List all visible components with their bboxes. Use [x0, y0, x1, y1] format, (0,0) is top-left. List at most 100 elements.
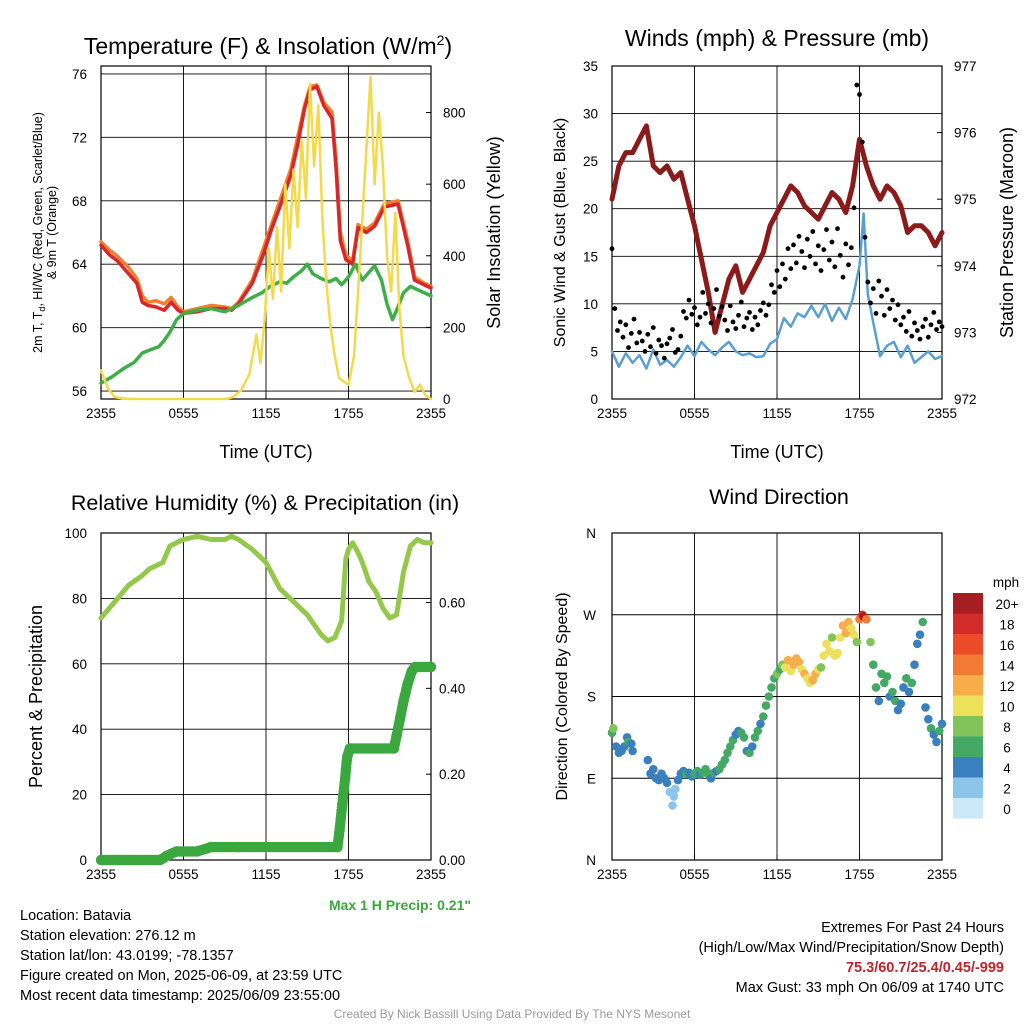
- gust-point: [678, 333, 684, 339]
- gust-point: [807, 253, 813, 259]
- gust-point: [766, 302, 772, 308]
- wdir-point: [761, 701, 771, 710]
- gust-point: [887, 306, 893, 311]
- gust-point: [870, 286, 876, 291]
- gust-point: [934, 327, 939, 332]
- gust-point: [892, 317, 898, 323]
- gust-point: [873, 311, 879, 316]
- winds-y2-tick-label: 977: [954, 59, 977, 74]
- colorbar-title: mph: [993, 575, 1019, 590]
- wdir-point: [888, 687, 897, 697]
- gust-point: [890, 297, 895, 303]
- temp-y2-tick-label: 200: [443, 320, 466, 335]
- gust-point: [840, 274, 846, 280]
- temp-y-tick-label: 76: [72, 67, 87, 82]
- gust-point: [909, 333, 915, 339]
- rh-y2-tick-label: 0.20: [439, 767, 465, 782]
- gust-point: [793, 260, 799, 266]
- temp-y2-tick-label: 0: [443, 392, 451, 407]
- gust-point: [744, 315, 750, 321]
- temp-y-tick-label: 64: [72, 257, 88, 272]
- gust-point: [661, 355, 667, 361]
- gust-point: [854, 82, 860, 88]
- temp-y-tick-label: 68: [72, 194, 87, 209]
- wdir-point: [871, 683, 881, 692]
- temp-y-label-part: , HI/WC (Red, Green, Scarlet/Blue): [31, 112, 45, 307]
- rh-y-tick-label: 80: [72, 591, 87, 606]
- rh-title: Relative Humidity (%) & Precipitation (i…: [71, 491, 459, 515]
- gust-point: [626, 345, 631, 350]
- gust-point: [747, 310, 752, 315]
- winds-y2-tick-label: 976: [954, 126, 977, 141]
- rh-annotation: Max 1 H Precip: 0.21": [329, 897, 471, 913]
- colorbar-swatch: [953, 654, 983, 675]
- winds-y2-tick-label: 973: [954, 325, 977, 340]
- wdir-point: [643, 755, 653, 765]
- temp-title-main: Temperature (F) & Insolation (W/m: [84, 33, 437, 59]
- wdir-point: [833, 648, 842, 658]
- colorbar-swatch: [953, 716, 983, 737]
- gust-point: [936, 319, 942, 325]
- gust-point: [653, 350, 659, 356]
- wdir-point: [662, 778, 672, 788]
- gust-point: [631, 316, 637, 322]
- gust-point: [708, 320, 714, 326]
- colorbar-label: 20+: [996, 597, 1019, 612]
- wdir-point: [756, 719, 765, 729]
- wdir-y-tick-label: E: [587, 771, 596, 786]
- gust-point: [796, 233, 802, 239]
- temp-title: Temperature (F) & Insolation (W/m2): [84, 32, 452, 59]
- gust-point: [857, 92, 862, 97]
- wdir-point: [907, 678, 917, 688]
- wdir-point: [932, 737, 941, 747]
- gust-point: [843, 241, 849, 247]
- wdir-x-tick-label: 0555: [679, 867, 709, 882]
- temp-y-label-line2: & 9m T (Orange): [45, 186, 59, 279]
- gust-point: [917, 336, 923, 342]
- gust-point: [846, 262, 851, 268]
- gust-point: [694, 322, 700, 328]
- temp-y-label-part: 2m T, T: [31, 311, 45, 353]
- temp-y2-tick-label: 800: [443, 106, 466, 121]
- temp-axes: 56 60 64 68 72 76 0 200 400 600 800 2355 0555 1155 175…: [72, 65, 466, 421]
- colorbar-swatch: [953, 593, 983, 614]
- gust-point: [670, 327, 675, 332]
- gust-point: [884, 287, 890, 292]
- wdir-point: [628, 746, 637, 756]
- gust-point: [824, 227, 829, 233]
- gust-point: [848, 245, 854, 251]
- wdir-point: [904, 687, 914, 697]
- gust-point: [637, 330, 642, 335]
- gust-point: [920, 324, 926, 330]
- wdir-point: [913, 639, 922, 649]
- gust-point: [769, 282, 774, 288]
- wdir-y-tick-label: W: [583, 608, 596, 623]
- wdir-point: [866, 637, 875, 647]
- wdir-point: [874, 696, 884, 706]
- wdir-point: [671, 784, 680, 794]
- wdir-point: [896, 699, 906, 709]
- temp-y-tick-label: 72: [72, 130, 87, 145]
- rh-x-tick-label: 2355: [416, 867, 446, 882]
- winds-title: Winds (mph) & Pressure (mb): [625, 25, 929, 51]
- temp-x-tick-label: 2355: [86, 406, 116, 421]
- winds-series-line: [609, 123, 945, 335]
- wdir-point: [609, 724, 618, 733]
- wdir-point: [748, 742, 757, 751]
- colorbar-label: 16: [999, 638, 1014, 653]
- gust-point: [881, 312, 887, 318]
- rh-y-tick-label: 40: [72, 722, 87, 737]
- gust-point: [906, 309, 912, 314]
- colorbar-swatch: [953, 736, 983, 757]
- gust-point: [826, 257, 832, 263]
- gust-point: [791, 242, 796, 248]
- colorbar-label: 6: [1003, 741, 1011, 756]
- colorbar-swatch: [953, 798, 983, 819]
- wdir-point: [910, 660, 919, 669]
- wdir-point: [759, 712, 768, 721]
- wdir-x-tick-label: 1155: [762, 867, 791, 882]
- rh-x-tick-label: 2355: [86, 867, 116, 882]
- station-latlon: Station lat/lon: 43.0199; -78.1357: [20, 948, 234, 964]
- wdir-point: [822, 639, 831, 649]
